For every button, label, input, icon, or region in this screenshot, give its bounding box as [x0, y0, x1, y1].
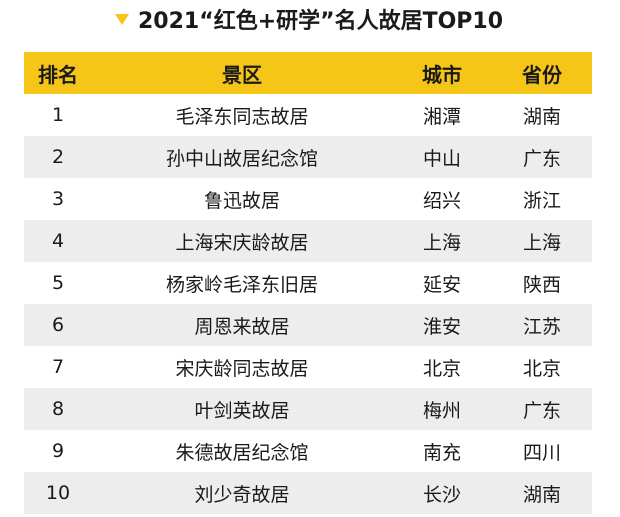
cell-rank: 8: [24, 388, 92, 430]
header-province: 省份: [492, 52, 592, 94]
cell-province: 湖南: [492, 472, 592, 514]
table-row: 6 周恩来故居 淮安 江苏: [24, 304, 592, 346]
cell-spot: 朱德故居纪念馆: [175, 441, 309, 464]
table-row: 4 上海宋庆龄故居 上海 上海: [24, 220, 592, 262]
cell-city: 北京: [422, 357, 461, 380]
cell-spot: 叶剑英故居: [92, 388, 392, 430]
table-row: 3 鲁迅故居 绍兴 浙江: [24, 178, 592, 220]
cell-rank: 6: [24, 304, 92, 346]
cell-rank: 5: [51, 272, 65, 294]
cell-province: 浙江: [522, 189, 561, 212]
ranking-table: 排名 景区 城市 省份 1 毛泽东同志故居 湘潭 湖南 2 孙中山故居纪念馆 中…: [24, 52, 592, 514]
cell-rank: 10: [24, 472, 92, 514]
cell-city: 绍兴: [422, 189, 461, 212]
cell-rank: 3: [51, 188, 65, 210]
header-city: 城市: [392, 52, 492, 94]
cell-rank: 2: [24, 136, 92, 178]
cell-province: 广东: [492, 136, 592, 178]
table-row: 7 宋庆龄同志故居 北京 北京: [24, 346, 592, 388]
cell-rank: 4: [24, 220, 92, 262]
cell-province: 江苏: [492, 304, 592, 346]
cell-city: 长沙: [392, 472, 492, 514]
table-row: 10 刘少奇故居 长沙 湖南: [24, 472, 592, 514]
cell-rank: 7: [51, 356, 65, 378]
cell-city: 中山: [392, 136, 492, 178]
cell-rank: 9: [51, 440, 65, 462]
cell-spot: 杨家岭毛泽东旧居: [165, 273, 318, 296]
cell-province: 四川: [522, 441, 561, 464]
cell-province: 陕西: [522, 273, 561, 296]
cell-spot: 毛泽东同志故居: [175, 105, 309, 128]
cell-city: 南充: [422, 441, 461, 464]
cell-province: 上海: [492, 220, 592, 262]
cell-spot: 上海宋庆龄故居: [92, 220, 392, 262]
table-row: 8 叶剑英故居 梅州 广东: [24, 388, 592, 430]
cell-province: 广东: [492, 388, 592, 430]
cell-city: 湘潭: [422, 105, 461, 128]
cell-spot: 刘少奇故居: [92, 472, 392, 514]
triangle-down-icon: [115, 14, 129, 25]
cell-spot: 周恩来故居: [92, 304, 392, 346]
cell-city: 上海: [392, 220, 492, 262]
cell-city: 延安: [422, 273, 461, 296]
cell-province: 北京: [522, 357, 561, 380]
cell-spot: 宋庆龄同志故居: [175, 357, 309, 380]
cell-spot: 孙中山故居纪念馆: [92, 136, 392, 178]
cell-city: 梅州: [392, 388, 492, 430]
table-row: 1 毛泽东同志故居 湘潭 湖南: [24, 94, 592, 136]
table-row: 9 朱德故居纪念馆 南充 四川: [24, 430, 592, 472]
cell-rank: 1: [51, 104, 65, 126]
cell-city: 淮安: [392, 304, 492, 346]
table-row: 5 杨家岭毛泽东旧居 延安 陕西: [24, 262, 592, 304]
cell-province: 湖南: [522, 105, 561, 128]
title-row: 2021“红色+研学”名人故居TOP10: [0, 0, 620, 48]
table-header-row: 排名 景区 城市 省份: [24, 52, 592, 94]
header-spot: 景区: [92, 52, 392, 94]
cell-spot: 鲁迅故居: [203, 189, 280, 212]
page-title: 2021“红色+研学”名人故居TOP10: [138, 9, 504, 34]
header-rank: 排名: [24, 52, 92, 94]
table-row: 2 孙中山故居纪念馆 中山 广东: [24, 136, 592, 178]
